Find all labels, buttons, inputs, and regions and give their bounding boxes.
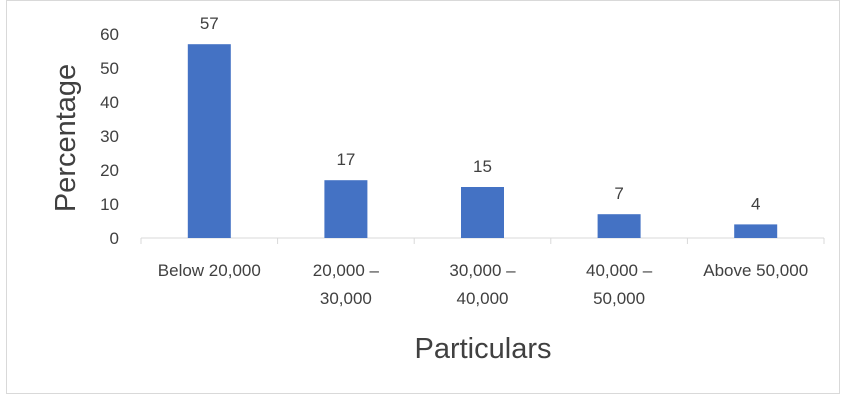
x-tick-label: 20,000 –30,000 <box>313 261 380 308</box>
y-tick-label: 0 <box>110 229 119 248</box>
y-tick-label: 30 <box>100 127 119 146</box>
x-axis-title: Particulars <box>415 333 552 365</box>
x-tick-label: Above 50,000 <box>703 261 808 280</box>
x-tick-label: Below 20,000 <box>158 261 261 280</box>
y-tick-label: 10 <box>100 195 119 214</box>
y-tick-label: 50 <box>100 59 119 78</box>
x-tick-label: 30,000 –40,000 <box>449 261 516 308</box>
data-label: 57 <box>200 14 219 33</box>
data-label: 4 <box>751 194 760 213</box>
bar <box>461 187 504 238</box>
x-axis-tick-labels: Below 20,000 20,000 –30,000 30,000 –40,000… <box>158 261 808 308</box>
y-tick-label: 20 <box>100 161 119 180</box>
bar <box>188 44 231 238</box>
bars <box>188 44 777 238</box>
data-labels: 57 17 15 7 4 <box>200 14 761 213</box>
y-axis-title: Percentage <box>50 64 82 212</box>
bar <box>324 180 367 238</box>
data-label: 15 <box>473 157 492 176</box>
x-axis <box>141 238 824 244</box>
bar <box>734 224 777 238</box>
y-tick-label: 40 <box>100 93 119 112</box>
x-tick-label: 40,000 –50,000 <box>586 261 653 308</box>
data-label: 17 <box>336 150 355 169</box>
y-tick-label: 60 <box>100 25 119 44</box>
y-axis-ticks: 0 10 20 30 40 50 60 <box>100 25 119 248</box>
data-label: 7 <box>614 184 623 203</box>
bar <box>598 214 641 238</box>
